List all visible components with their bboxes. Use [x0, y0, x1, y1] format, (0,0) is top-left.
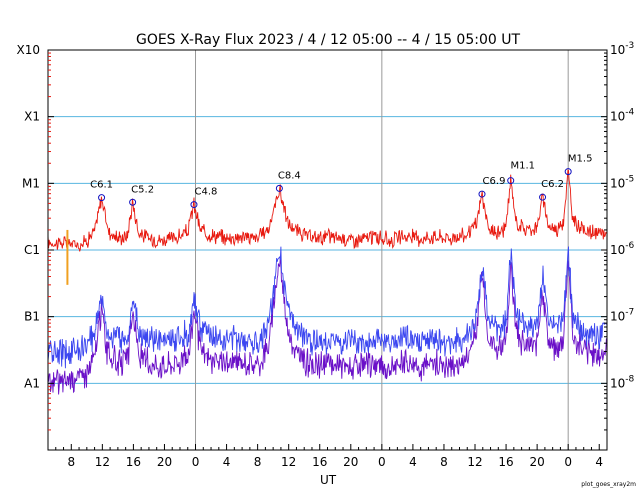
flux-tick-label: 10-3: [610, 41, 634, 57]
class-label: M1: [22, 176, 40, 190]
class-label: C1: [24, 243, 40, 257]
x-axis: 8 12 16 20 0 4 8 12 16 20 0 4 8 12 16 20 0 4: [47, 444, 608, 469]
flare-marker: [129, 198, 137, 206]
x-tick-label: 20: [157, 455, 172, 469]
chart-title: GOES X-Ray Flux 2023 / 4 / 12 05:00 -- 4…: [136, 32, 520, 48]
class-label: X1: [24, 110, 40, 124]
series-layer: [47, 169, 608, 395]
series-line-6a10c8: [47, 257, 608, 395]
x-tick-label: 4: [409, 455, 417, 469]
x-tick-label: 8: [254, 455, 262, 469]
x-tick-label: 8: [440, 455, 448, 469]
x-tick-label: 12: [95, 455, 110, 469]
flare-label: C6.2: [541, 179, 564, 190]
x-tick-label: 16: [498, 455, 513, 469]
x-tick-label: 16: [126, 455, 141, 469]
flare-marker: [98, 194, 106, 202]
plot-credit: plot_goes_xray2m: [581, 481, 636, 488]
flare-label: M1.5: [568, 154, 593, 165]
x-tick-label: 8: [67, 455, 75, 469]
x-tick-label: 4: [223, 455, 231, 469]
right-flux-axis: 10-3 10-4 10-5 10-6 10-7 10-8: [601, 41, 635, 431]
flare-label: C6.1: [90, 180, 113, 191]
x-tick-label: 0: [564, 455, 572, 469]
flare-label: C8.4: [278, 170, 301, 181]
x-tick-label: 4: [595, 455, 603, 469]
x-tick-label: 12: [467, 455, 482, 469]
flare-markers: C6.1 C5.2 C4.8 C8.4 C6.9 M1.1 C6.2 M1.5: [90, 154, 593, 209]
flare-marker: [564, 168, 572, 176]
left-class-axis: X10 X1 M1 C1 B1 A1: [17, 43, 54, 431]
flux-tick-label: 10-5: [610, 174, 634, 190]
class-label: X10: [17, 43, 41, 57]
flare-marker: [190, 201, 198, 209]
x-tick-label: 16: [312, 455, 327, 469]
flare-marker: [478, 190, 486, 198]
class-label: A1: [24, 376, 40, 390]
flare-marker: [275, 184, 283, 192]
x-tick-label: 20: [529, 455, 544, 469]
flare-label: C5.2: [131, 184, 154, 195]
flux-tick-label: 10-4: [610, 108, 635, 124]
series-line-3b46f0: [47, 246, 608, 369]
flux-tick-label: 10-8: [610, 374, 635, 390]
x-tick-label: 12: [281, 455, 296, 469]
flare-label: M1.1: [510, 161, 535, 172]
flare-marker: [507, 177, 515, 185]
flare-label: C6.9: [483, 176, 506, 187]
x-tick-label: 0: [378, 455, 386, 469]
x-tick-label: 20: [343, 455, 358, 469]
grid-lines: [48, 50, 607, 450]
x-tick-label: 0: [192, 455, 200, 469]
flare-marker: [539, 193, 547, 201]
class-label: B1: [24, 310, 40, 324]
series-line-e8190f: [47, 169, 608, 252]
flare-label: C4.8: [195, 187, 218, 198]
x-axis-label: UT: [320, 473, 337, 487]
flux-tick-label: 10-7: [610, 308, 634, 324]
flux-tick-label: 10-6: [610, 241, 635, 257]
